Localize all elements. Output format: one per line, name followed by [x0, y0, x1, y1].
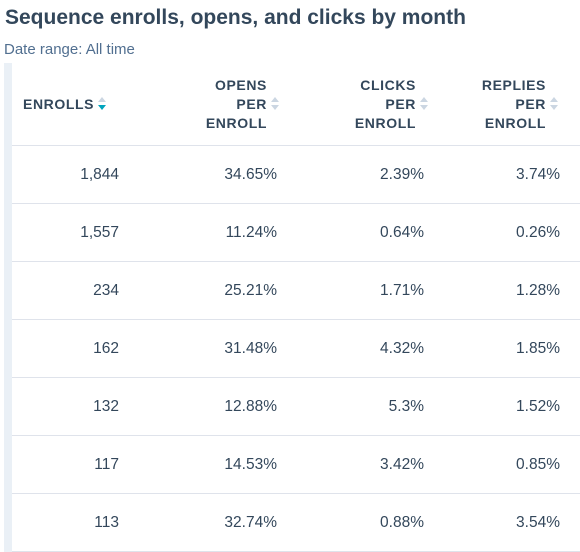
- column-header-label: OPENS: [214, 76, 267, 93]
- column-header-label: PER: [515, 95, 546, 112]
- table-row: 162 31.48% 4.32% 1.85%: [12, 319, 580, 378]
- cell-clicks-per-enroll: 0.64%: [303, 203, 452, 262]
- column-header-replies-per-enroll[interactable]: REPLIES PER ENROLL: [452, 63, 580, 146]
- table-left-gutter: [4, 63, 12, 552]
- cell-replies-per-enroll: 1.28%: [452, 261, 580, 320]
- cell-enrolls: 234: [12, 261, 157, 320]
- cell-opens-per-enroll: 12.88%: [157, 377, 303, 436]
- cell-enrolls: 117: [12, 435, 157, 494]
- sort-arrows-icon[interactable]: [420, 95, 430, 113]
- column-header-label: ENROLLS: [23, 95, 95, 112]
- cell-replies-per-enroll: 0.26%: [452, 203, 580, 262]
- table-row: 1,557 11.24% 0.64% 0.26%: [12, 203, 580, 262]
- cell-opens-per-enroll: 34.65%: [157, 145, 303, 204]
- sort-arrows-icon[interactable]: [98, 95, 108, 113]
- cell-replies-per-enroll: 1.52%: [452, 377, 580, 436]
- sort-arrows-icon[interactable]: [550, 95, 560, 113]
- data-table: ENROLLS OPENS PER ENROLL: [12, 63, 580, 552]
- cell-replies-per-enroll: 3.74%: [452, 145, 580, 204]
- cell-enrolls: 132: [12, 377, 157, 436]
- table-row: 132 12.88% 5.3% 1.52%: [12, 377, 580, 436]
- cell-enrolls: 113: [12, 493, 157, 552]
- cell-clicks-per-enroll: 3.42%: [303, 435, 452, 494]
- cell-replies-per-enroll: 1.85%: [452, 319, 580, 378]
- data-table-container: ENROLLS OPENS PER ENROLL: [4, 63, 580, 552]
- cell-clicks-per-enroll: 2.39%: [303, 145, 452, 204]
- sort-arrows-icon[interactable]: [271, 95, 281, 113]
- cell-replies-per-enroll: 0.85%: [452, 435, 580, 494]
- column-header-label: ENROLL: [484, 114, 546, 131]
- column-header-label: PER: [385, 95, 416, 112]
- cell-clicks-per-enroll: 5.3%: [303, 377, 452, 436]
- cell-enrolls: 162: [12, 319, 157, 378]
- table-header-row: ENROLLS OPENS PER ENROLL: [12, 63, 580, 146]
- column-header-enrolls[interactable]: ENROLLS: [12, 63, 157, 146]
- cell-opens-per-enroll: 32.74%: [157, 493, 303, 552]
- cell-clicks-per-enroll: 4.32%: [303, 319, 452, 378]
- column-header-label: REPLIES: [481, 76, 546, 93]
- table-row: 113 32.74% 0.88% 3.54%: [12, 493, 580, 552]
- column-header-label: ENROLL: [205, 114, 267, 131]
- column-header-clicks-per-enroll[interactable]: CLICKS PER ENROLL: [303, 63, 452, 146]
- table-row: 1,844 34.65% 2.39% 3.74%: [12, 145, 580, 204]
- column-header-label: ENROLL: [354, 114, 416, 131]
- report-title: Sequence enrolls, opens, and clicks by m…: [5, 6, 466, 29]
- table-row: 234 25.21% 1.71% 1.28%: [12, 261, 580, 320]
- cell-enrolls: 1,844: [12, 145, 157, 204]
- date-range-label: Date range: All time: [4, 41, 135, 58]
- cell-clicks-per-enroll: 1.71%: [303, 261, 452, 320]
- table-row: 117 14.53% 3.42% 0.85%: [12, 435, 580, 494]
- cell-opens-per-enroll: 14.53%: [157, 435, 303, 494]
- cell-opens-per-enroll: 31.48%: [157, 319, 303, 378]
- cell-replies-per-enroll: 3.54%: [452, 493, 580, 552]
- cell-opens-per-enroll: 11.24%: [157, 203, 303, 262]
- cell-opens-per-enroll: 25.21%: [157, 261, 303, 320]
- column-header-opens-per-enroll[interactable]: OPENS PER ENROLL: [157, 63, 303, 146]
- column-header-label: CLICKS: [360, 76, 416, 93]
- column-header-label: PER: [236, 95, 267, 112]
- cell-clicks-per-enroll: 0.88%: [303, 493, 452, 552]
- cell-enrolls: 1,557: [12, 203, 157, 262]
